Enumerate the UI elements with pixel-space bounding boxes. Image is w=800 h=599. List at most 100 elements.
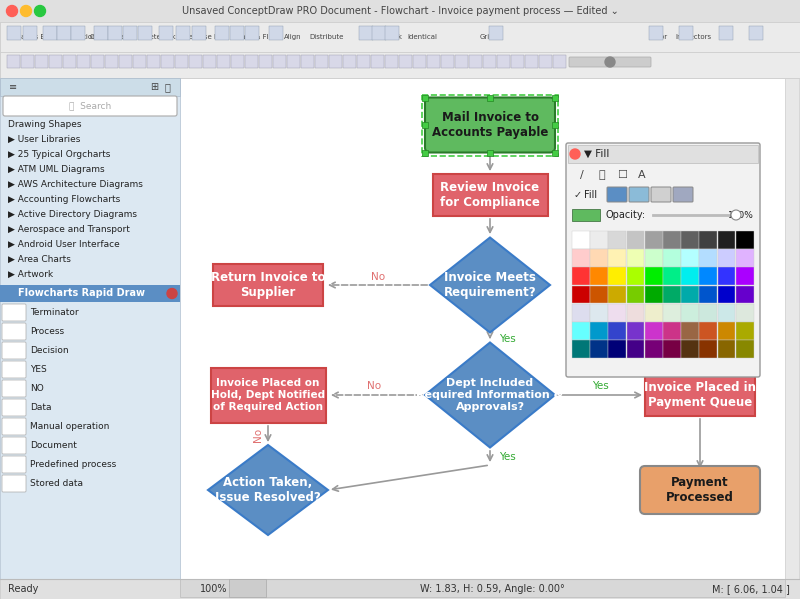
- Text: Stored data: Stored data: [30, 479, 83, 488]
- Text: Color: Color: [650, 34, 668, 40]
- Text: Manual operation: Manual operation: [30, 422, 110, 431]
- FancyBboxPatch shape: [626, 340, 644, 358]
- FancyBboxPatch shape: [651, 187, 671, 202]
- FancyBboxPatch shape: [626, 249, 644, 267]
- Text: 🔍: 🔍: [165, 82, 171, 92]
- FancyBboxPatch shape: [433, 174, 547, 216]
- FancyBboxPatch shape: [422, 150, 428, 156]
- Text: Yes: Yes: [592, 381, 608, 391]
- Text: A: A: [638, 170, 646, 180]
- FancyBboxPatch shape: [35, 55, 48, 68]
- FancyBboxPatch shape: [175, 55, 188, 68]
- Text: ▶ Active Directory Diagrams: ▶ Active Directory Diagrams: [8, 210, 137, 219]
- Circle shape: [167, 289, 177, 298]
- FancyBboxPatch shape: [105, 55, 118, 68]
- Text: Review Invoice
for Compliance: Review Invoice for Compliance: [440, 181, 540, 209]
- Polygon shape: [425, 343, 555, 447]
- FancyBboxPatch shape: [552, 95, 558, 101]
- FancyBboxPatch shape: [49, 55, 62, 68]
- FancyBboxPatch shape: [590, 267, 608, 285]
- FancyBboxPatch shape: [663, 286, 681, 303]
- FancyBboxPatch shape: [590, 340, 608, 358]
- FancyBboxPatch shape: [719, 26, 733, 40]
- Text: Mail Invoice to
Accounts Payable: Mail Invoice to Accounts Payable: [432, 111, 548, 139]
- FancyBboxPatch shape: [608, 286, 626, 303]
- FancyBboxPatch shape: [425, 98, 555, 153]
- FancyBboxPatch shape: [645, 249, 662, 267]
- FancyBboxPatch shape: [572, 231, 590, 249]
- FancyBboxPatch shape: [785, 78, 799, 579]
- Text: No: No: [367, 381, 381, 391]
- Circle shape: [731, 210, 741, 220]
- Text: Rotate & Flip: Rotate & Flip: [230, 34, 275, 40]
- FancyBboxPatch shape: [736, 340, 754, 358]
- FancyBboxPatch shape: [736, 322, 754, 340]
- FancyBboxPatch shape: [94, 26, 108, 40]
- FancyBboxPatch shape: [455, 55, 468, 68]
- Text: Delete link: Delete link: [138, 34, 175, 40]
- FancyBboxPatch shape: [0, 78, 180, 96]
- Text: 🔎: 🔎: [598, 170, 606, 180]
- Text: Decision: Decision: [30, 346, 69, 355]
- FancyBboxPatch shape: [607, 187, 627, 202]
- FancyBboxPatch shape: [487, 95, 493, 101]
- FancyBboxPatch shape: [0, 0, 800, 22]
- FancyBboxPatch shape: [215, 26, 229, 40]
- FancyBboxPatch shape: [572, 249, 590, 267]
- Text: ▶ 25 Typical Orgcharts: ▶ 25 Typical Orgcharts: [8, 150, 110, 159]
- FancyBboxPatch shape: [718, 322, 735, 340]
- FancyBboxPatch shape: [77, 55, 90, 68]
- Text: ▶ Artwork: ▶ Artwork: [8, 270, 53, 279]
- Text: ▶ User Libraries: ▶ User Libraries: [8, 135, 80, 144]
- Text: NO: NO: [30, 384, 44, 393]
- FancyBboxPatch shape: [608, 231, 626, 249]
- Text: Align: Align: [283, 34, 301, 40]
- FancyBboxPatch shape: [229, 579, 266, 597]
- Text: Inspectors: Inspectors: [675, 34, 712, 40]
- FancyBboxPatch shape: [699, 231, 717, 249]
- FancyBboxPatch shape: [682, 304, 699, 322]
- FancyBboxPatch shape: [3, 96, 177, 116]
- FancyBboxPatch shape: [736, 304, 754, 322]
- FancyBboxPatch shape: [269, 26, 283, 40]
- FancyBboxPatch shape: [682, 249, 699, 267]
- Text: Invoice Placed in
Payment Queue: Invoice Placed in Payment Queue: [644, 381, 756, 409]
- FancyBboxPatch shape: [608, 322, 626, 340]
- Polygon shape: [208, 445, 328, 535]
- Text: ⊞: ⊞: [150, 82, 158, 92]
- FancyBboxPatch shape: [371, 55, 384, 68]
- FancyBboxPatch shape: [626, 231, 644, 249]
- FancyBboxPatch shape: [699, 286, 717, 303]
- FancyBboxPatch shape: [119, 55, 132, 68]
- Circle shape: [21, 5, 31, 17]
- FancyBboxPatch shape: [649, 26, 663, 40]
- FancyBboxPatch shape: [245, 26, 259, 40]
- Circle shape: [34, 5, 46, 17]
- FancyBboxPatch shape: [259, 55, 272, 68]
- FancyBboxPatch shape: [357, 55, 370, 68]
- FancyBboxPatch shape: [572, 322, 590, 340]
- FancyBboxPatch shape: [469, 55, 482, 68]
- FancyBboxPatch shape: [736, 286, 754, 303]
- FancyBboxPatch shape: [422, 95, 428, 101]
- FancyBboxPatch shape: [608, 340, 626, 358]
- FancyBboxPatch shape: [626, 267, 644, 285]
- FancyBboxPatch shape: [566, 143, 760, 377]
- FancyBboxPatch shape: [210, 368, 326, 422]
- FancyBboxPatch shape: [572, 209, 600, 221]
- Text: Back: Back: [386, 34, 402, 40]
- FancyBboxPatch shape: [2, 342, 26, 359]
- FancyBboxPatch shape: [663, 304, 681, 322]
- FancyBboxPatch shape: [0, 285, 180, 302]
- FancyBboxPatch shape: [572, 304, 590, 322]
- FancyBboxPatch shape: [645, 286, 662, 303]
- Text: Drawing Shapes: Drawing Shapes: [8, 120, 82, 129]
- Text: Unsaved ConceptDraw PRO Document - Flowchart - Invoice payment process — Edited : Unsaved ConceptDraw PRO Document - Flowc…: [182, 6, 618, 16]
- FancyBboxPatch shape: [673, 187, 693, 202]
- FancyBboxPatch shape: [2, 323, 26, 340]
- FancyBboxPatch shape: [645, 267, 662, 285]
- Text: ✓: ✓: [574, 190, 582, 200]
- FancyBboxPatch shape: [7, 55, 20, 68]
- FancyBboxPatch shape: [138, 26, 152, 40]
- FancyBboxPatch shape: [682, 340, 699, 358]
